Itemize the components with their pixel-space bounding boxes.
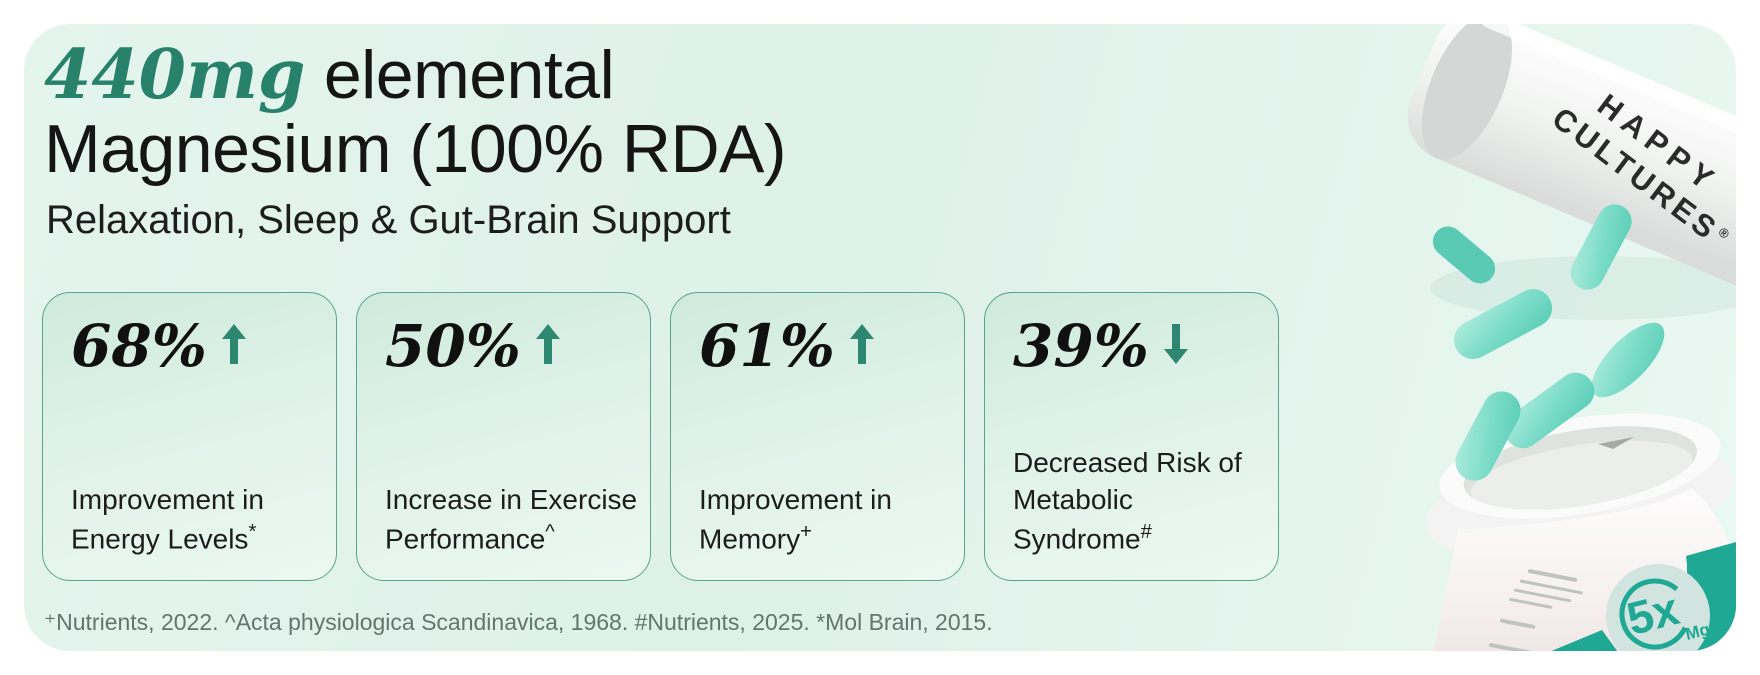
stat-label-line2: Performance (385, 523, 546, 555)
stat-label-line1: Decreased Risk of (1013, 446, 1242, 478)
stat-label: Improvement in Energy Levels* (71, 482, 264, 558)
stat-card-exercise: 50% Increase in Exercise Performance^ (356, 292, 651, 581)
stat-label-line2: Energy Levels (71, 523, 249, 555)
stat-line: 50% (357, 293, 650, 375)
stat-cards-row: 68% Improvement in Energy Levels* 50% Inc… (42, 292, 1279, 581)
badge-5x: 5x (1622, 582, 1685, 645)
bottle-jar: 5x Mg (1425, 413, 1736, 651)
stat-label-line2: Metabolic Syndrome (1013, 483, 1141, 555)
dosage-badge: 5x Mg (1606, 564, 1712, 651)
footnote: ⁺Nutrients, 2022. ^Acta physiologica Sca… (44, 609, 993, 635)
stat-label-line1: Improvement in (71, 483, 264, 515)
footnote-mark: # (1140, 520, 1152, 543)
infographic-panel: 440mg elemental Magnesium (100% RDA) Rela… (24, 24, 1736, 651)
stat-card-energy: 68% Improvement in Energy Levels* (42, 292, 337, 581)
footnote-mark: ^ (545, 520, 555, 543)
rim-mark (1598, 437, 1634, 449)
stat-line: 39% (985, 293, 1278, 375)
subtitle: Relaxation, Sleep & Gut-Brain Support (46, 198, 731, 242)
pill (1591, 322, 1665, 398)
pill (1455, 391, 1521, 481)
stat-value: 39% (1013, 312, 1149, 380)
footnote-mark: * (248, 520, 257, 543)
stat-label: Decreased Risk of Metabolic Syndrome# (1013, 445, 1278, 558)
stat-label-line2: Memory (699, 523, 801, 555)
dosage-value: 440mg (44, 35, 306, 115)
up-arrow-icon (535, 324, 561, 364)
stat-line: 61% (671, 293, 964, 375)
stat-value: 50% (385, 312, 521, 380)
pill (1570, 204, 1632, 290)
page-title: 440mg elemental Magnesium (100% RDA) (44, 35, 787, 188)
product-render: HAPPY CULTURES® (1407, 24, 1736, 651)
stat-label-line1: Increase in Exercise (385, 483, 638, 515)
down-arrow-icon (1163, 324, 1189, 364)
up-arrow-icon (849, 324, 875, 364)
pill (1504, 372, 1595, 449)
label-fine-print (1489, 569, 1583, 651)
stat-value: 68% (71, 312, 207, 380)
title-line2: Magnesium (100% RDA) (44, 111, 787, 188)
pill (1453, 289, 1553, 359)
footnote-mark: + (800, 520, 812, 543)
stat-label: Increase in Exercise Performance^ (385, 482, 637, 558)
stat-card-metabolic: 39% Decreased Risk of Metabolic Syndrome# (984, 292, 1279, 581)
pill (1432, 226, 1496, 284)
stat-value: 61% (699, 312, 835, 380)
stat-line: 68% (43, 293, 336, 375)
stat-card-memory: 61% Improvement in Memory+ (670, 292, 965, 581)
title-rest: elemental (305, 37, 615, 113)
stat-label: Improvement in Memory+ (699, 482, 892, 558)
pills (1432, 204, 1665, 481)
stat-label-line1: Improvement in (699, 483, 892, 515)
up-arrow-icon (221, 324, 247, 364)
bottle-cap: HAPPY CULTURES® (1407, 24, 1736, 314)
